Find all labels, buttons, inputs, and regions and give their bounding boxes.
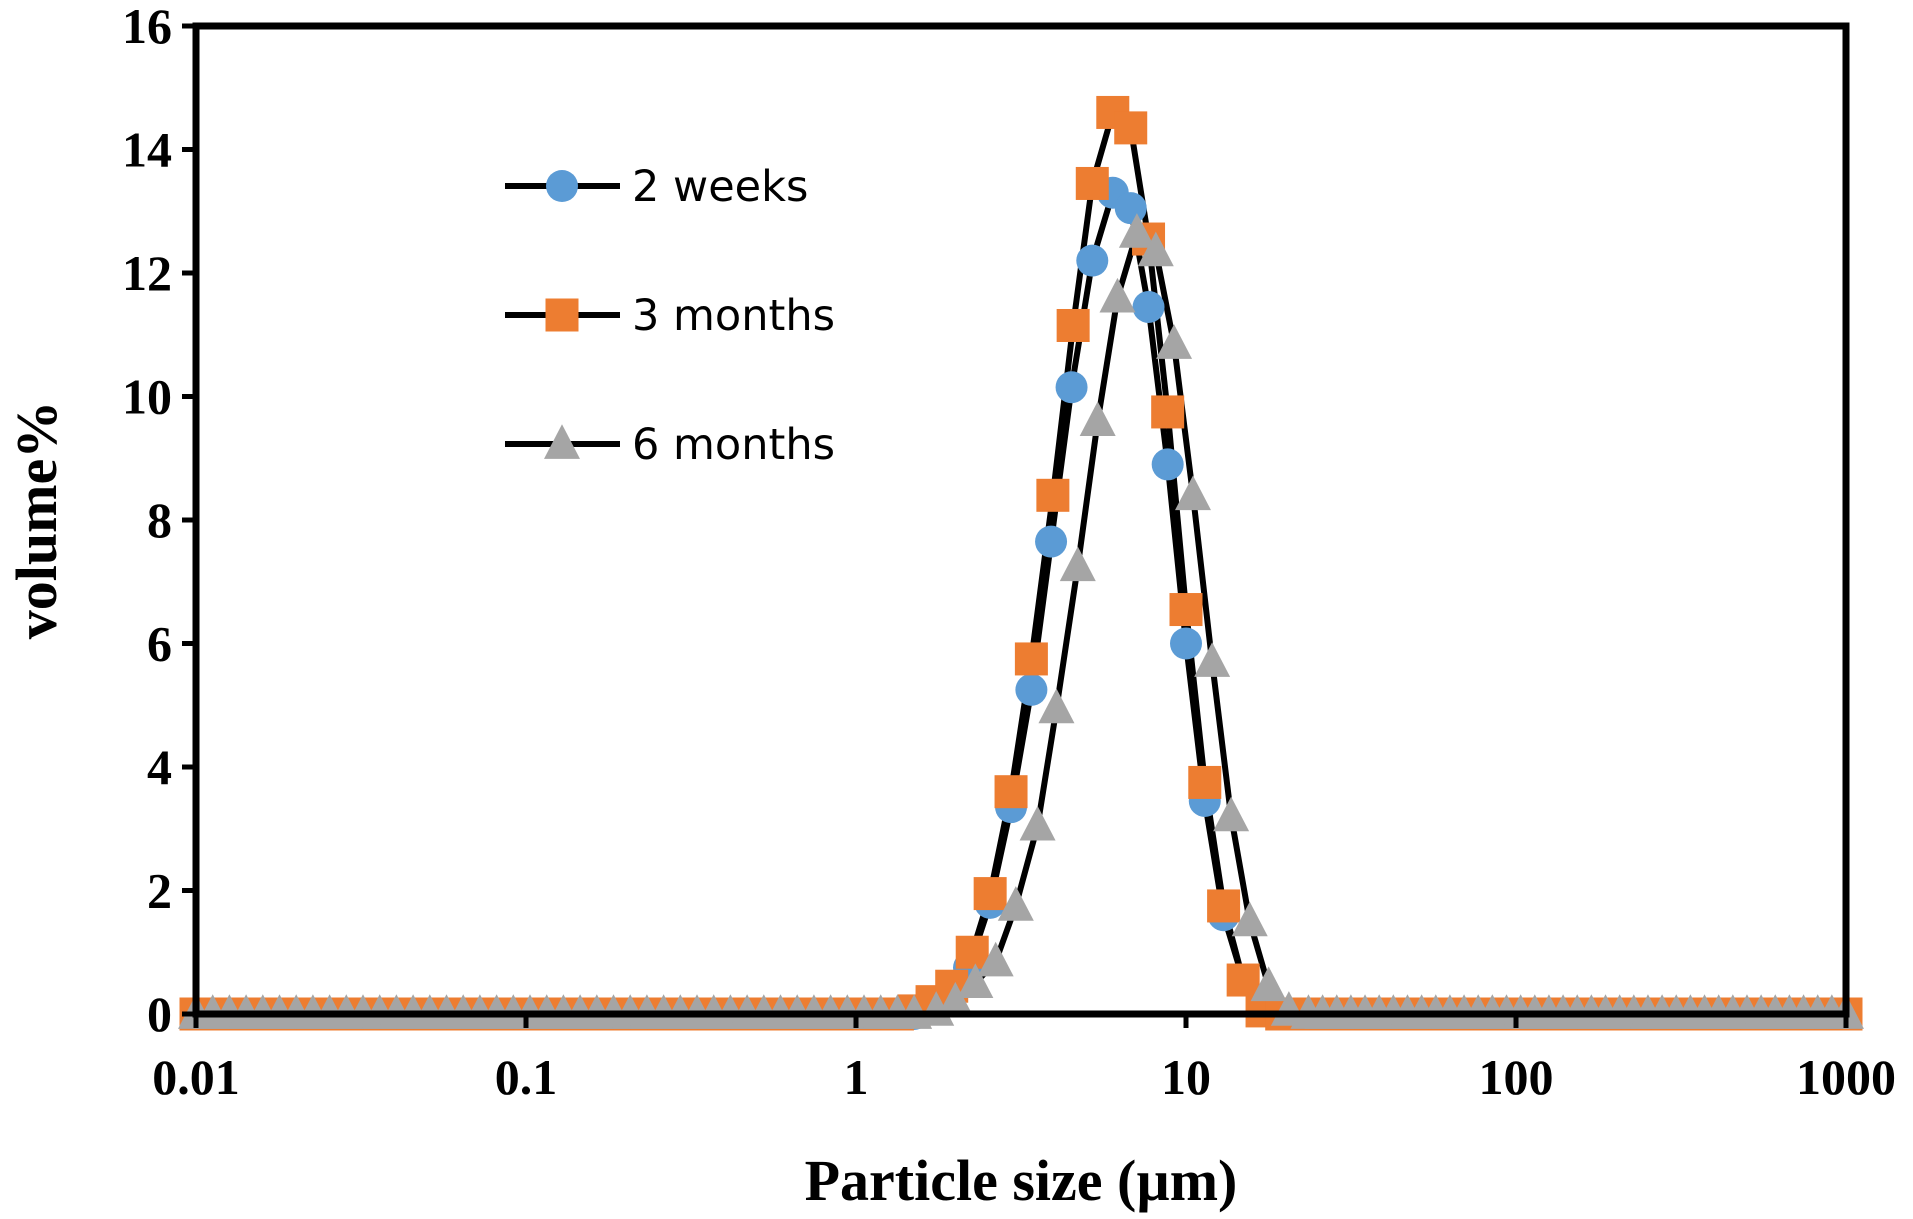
data-point (1099, 277, 1136, 313)
data-point (1137, 231, 1174, 267)
y-tick-label: 2 (147, 863, 172, 919)
data-point (1114, 192, 1147, 225)
data-point (1213, 796, 1250, 832)
y-tick-label: 16 (122, 0, 172, 54)
data-point (1118, 213, 1155, 248)
data-point (1019, 805, 1056, 841)
data-point (1207, 889, 1241, 923)
y-tick-label: 4 (147, 739, 172, 795)
data-point (1194, 642, 1231, 677)
data-point (1231, 901, 1268, 937)
data-point (1014, 642, 1048, 676)
data-point (1035, 525, 1068, 558)
x-tick-label: 100 (1479, 1049, 1554, 1105)
data-point (1188, 765, 1222, 799)
legend-marker (546, 170, 578, 202)
data-point (1056, 308, 1090, 342)
legend-marker (545, 298, 579, 332)
data-point (1015, 673, 1048, 706)
x-tick-label: 1000 (1796, 1049, 1896, 1105)
data-point (1076, 244, 1109, 277)
data-point (937, 981, 974, 1017)
data-point (1079, 401, 1116, 437)
data-point (1055, 371, 1088, 404)
data-point (997, 886, 1034, 921)
y-tick-label: 10 (122, 369, 172, 425)
data-point (1156, 324, 1193, 359)
x-tick-label: 0.01 (152, 1049, 240, 1105)
data-point (1075, 166, 1109, 200)
y-tick-label: 14 (122, 122, 172, 178)
series-curves (196, 109, 1846, 1017)
x-axis-ticks: 0.01 0.1 1 10 100 1000 (152, 1014, 1896, 1105)
y-tick-label: 8 (147, 492, 172, 548)
legend-label: 2 weeks (632, 162, 808, 212)
legend-label: 3 months (632, 291, 835, 341)
x-tick-label: 10 (1161, 1049, 1211, 1105)
legend-marker (544, 424, 580, 459)
data-point (1250, 966, 1287, 1002)
data-point (957, 963, 994, 998)
data-point (973, 877, 1007, 911)
legend-label: 6 months (632, 420, 835, 470)
data-point (977, 941, 1014, 977)
data-point (1038, 688, 1075, 724)
data-point (1036, 478, 1070, 512)
data-point (1226, 963, 1260, 997)
plot-area-frame (192, 22, 1850, 1018)
data-point (955, 935, 989, 969)
legend: 2 weeks 3 months 6 months (505, 162, 835, 470)
y-axis-title: volume% (4, 401, 69, 639)
data-point (1170, 627, 1202, 660)
data-point (1114, 111, 1148, 145)
y-axis-ticks: 0 2 4 6 8 10 12 14 16 (122, 0, 196, 1042)
data-point (1059, 546, 1096, 582)
x-tick-label: 1 (844, 1049, 869, 1105)
x-axis-title: Particle size (µm) (805, 1148, 1238, 1213)
y-tick-label: 0 (147, 986, 172, 1042)
data-point (994, 775, 1028, 809)
x-tick-label: 0.1 (495, 1049, 558, 1105)
data-point (1151, 448, 1184, 481)
data-point (1169, 593, 1203, 627)
data-point (1151, 395, 1185, 429)
y-tick-label: 12 (122, 245, 172, 301)
y-tick-label: 6 (147, 616, 172, 672)
data-point (1132, 290, 1165, 323)
data-point (1174, 475, 1211, 511)
